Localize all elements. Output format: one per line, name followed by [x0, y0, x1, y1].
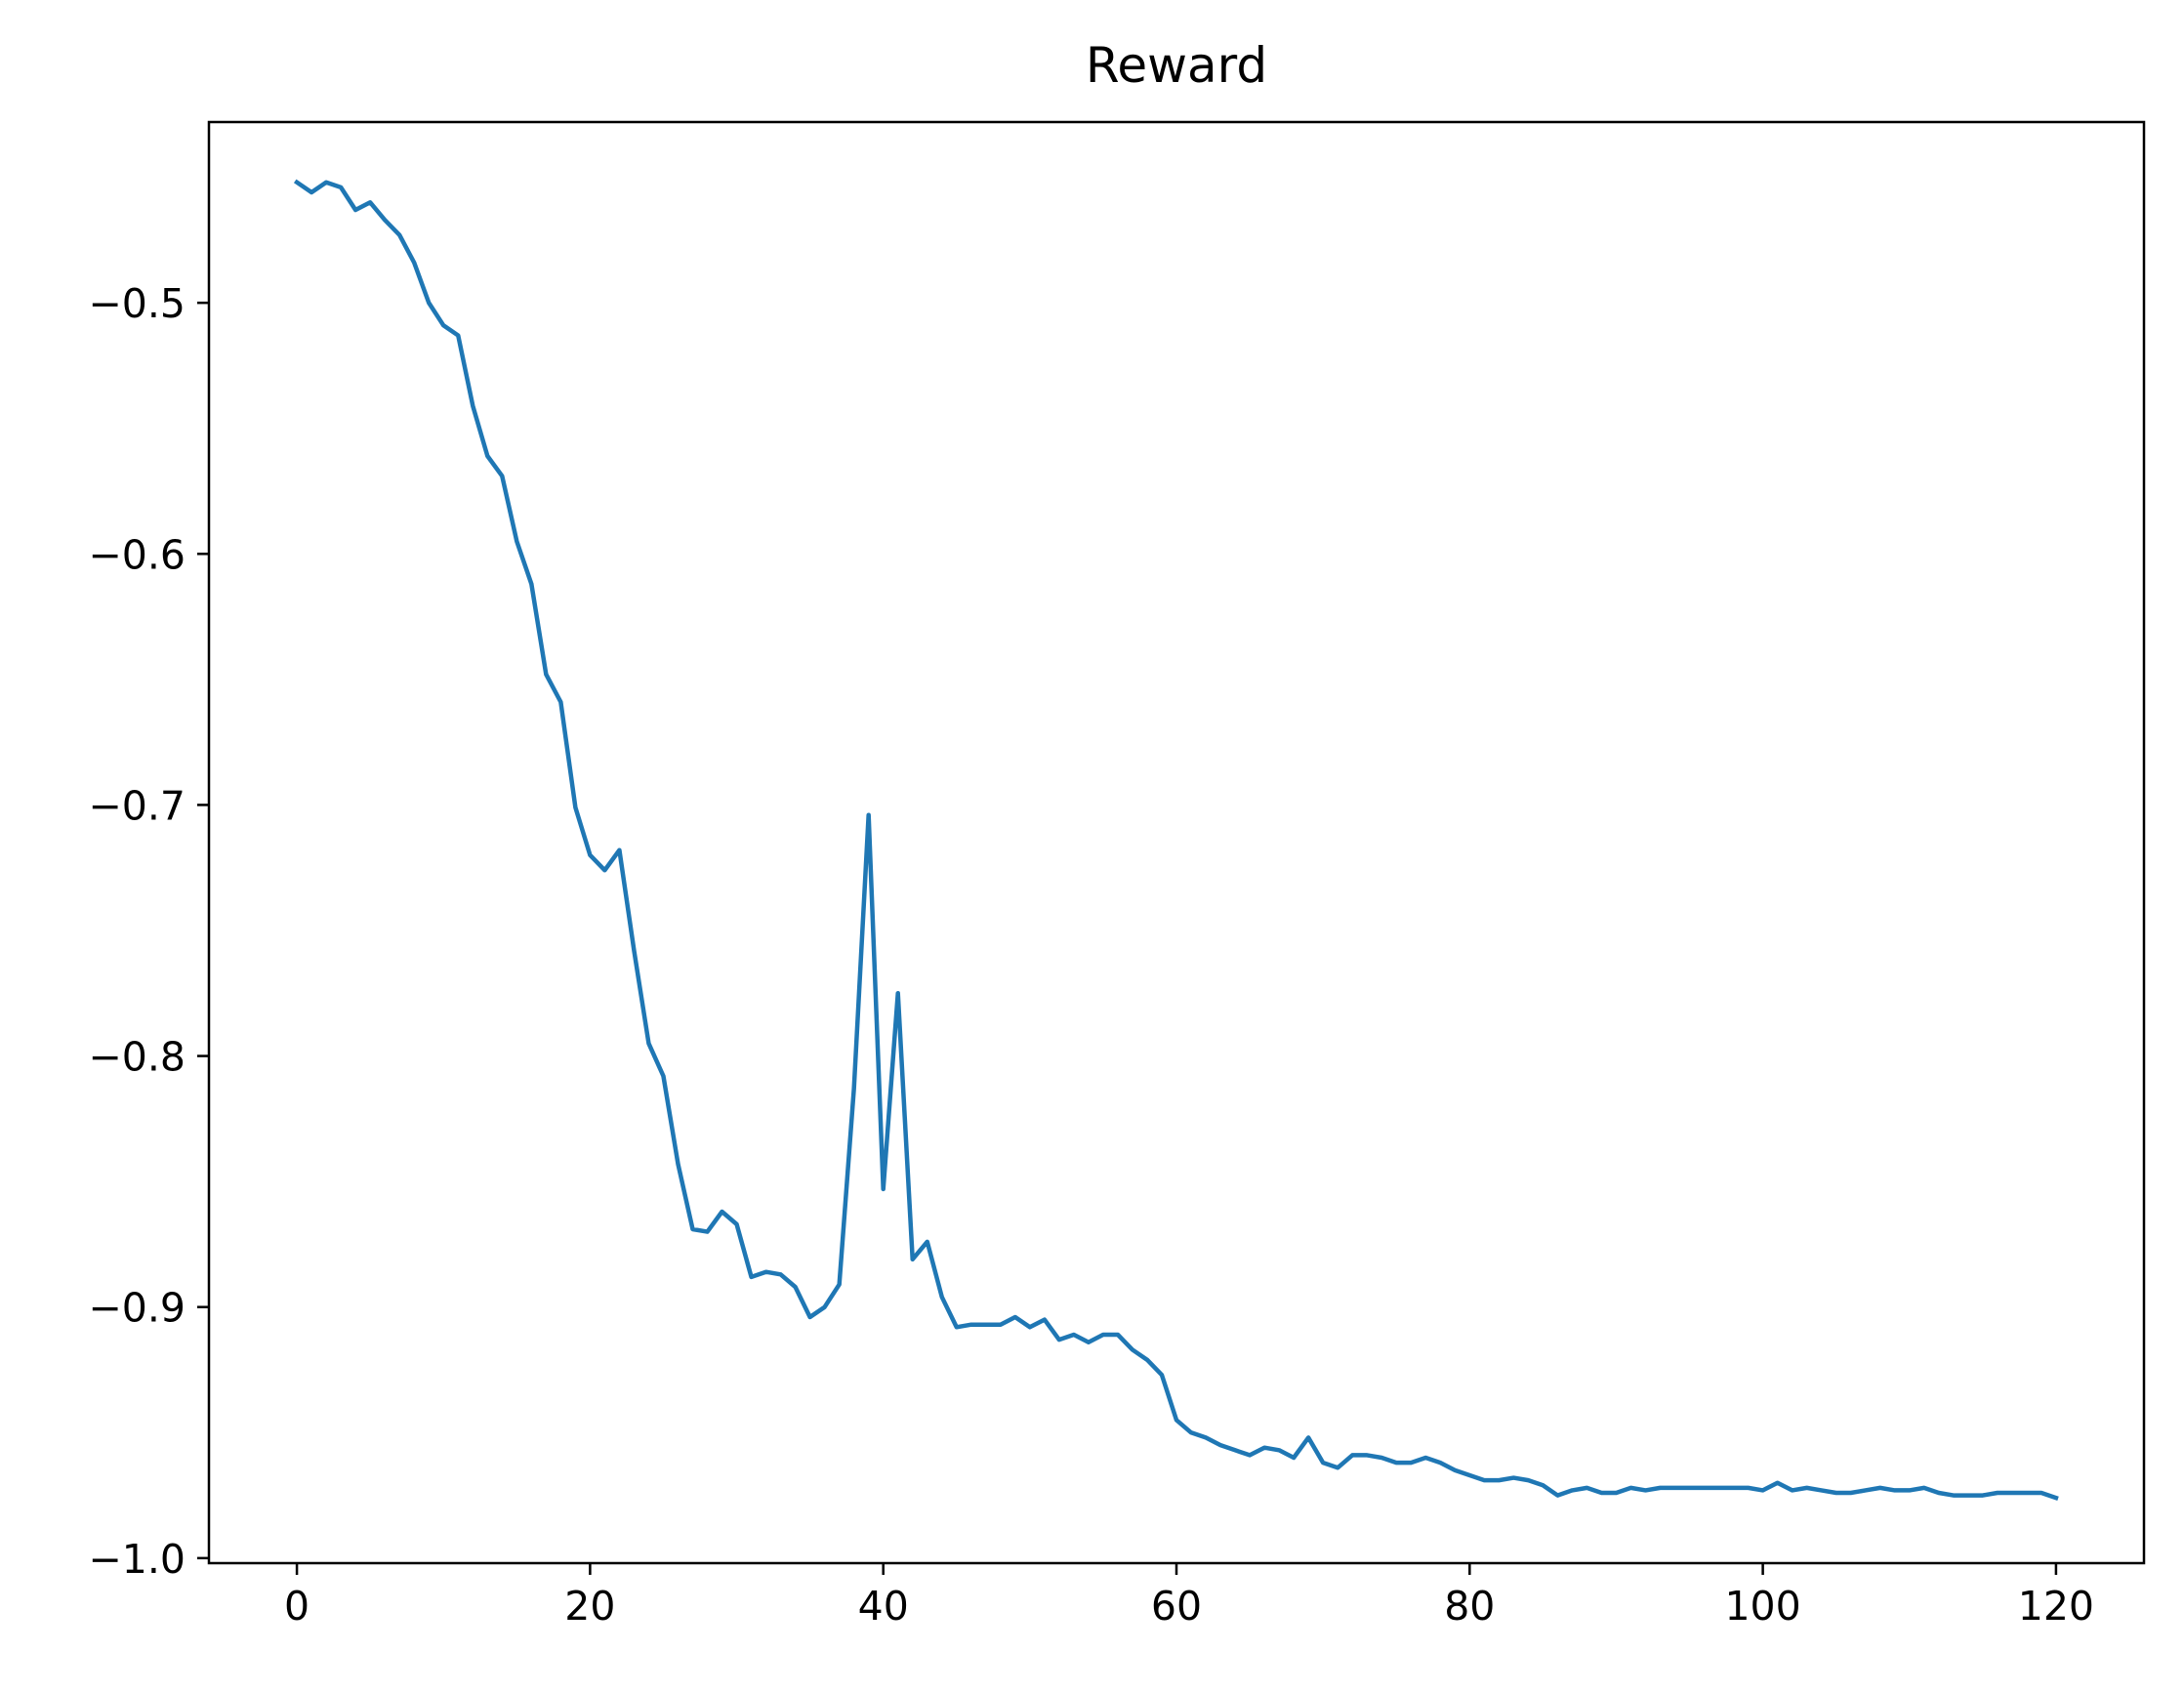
series-line-0 — [293, 179, 2059, 1501]
x-tick-label: 40 — [858, 1583, 909, 1630]
x-axis: 0 20 40 60 80 100 120 — [284, 1563, 2094, 1630]
x-tick-label: 80 — [1444, 1583, 1495, 1630]
x-tick-label: 100 — [1724, 1583, 1800, 1630]
y-tick-label: −0.7 — [88, 782, 185, 829]
y-tick-label: −0.9 — [88, 1285, 185, 1332]
x-tick-label: 120 — [2018, 1583, 2094, 1630]
y-tick-label: −0.8 — [88, 1034, 185, 1081]
y-tick-label: −1.0 — [88, 1536, 185, 1583]
y-tick-label: −0.5 — [88, 280, 185, 327]
x-tick-label: 0 — [284, 1583, 309, 1630]
axes-frame — [207, 120, 2146, 1565]
plot-area — [293, 179, 2059, 1501]
x-tick-label: 60 — [1151, 1583, 1202, 1630]
y-tick-label: −0.6 — [88, 531, 185, 578]
y-axis: −1.0 −0.9 −0.8 −0.7 −0.6 −0.5 — [88, 280, 209, 1583]
x-tick-label: 20 — [564, 1583, 615, 1630]
chart-title: Reward — [1086, 37, 1267, 94]
